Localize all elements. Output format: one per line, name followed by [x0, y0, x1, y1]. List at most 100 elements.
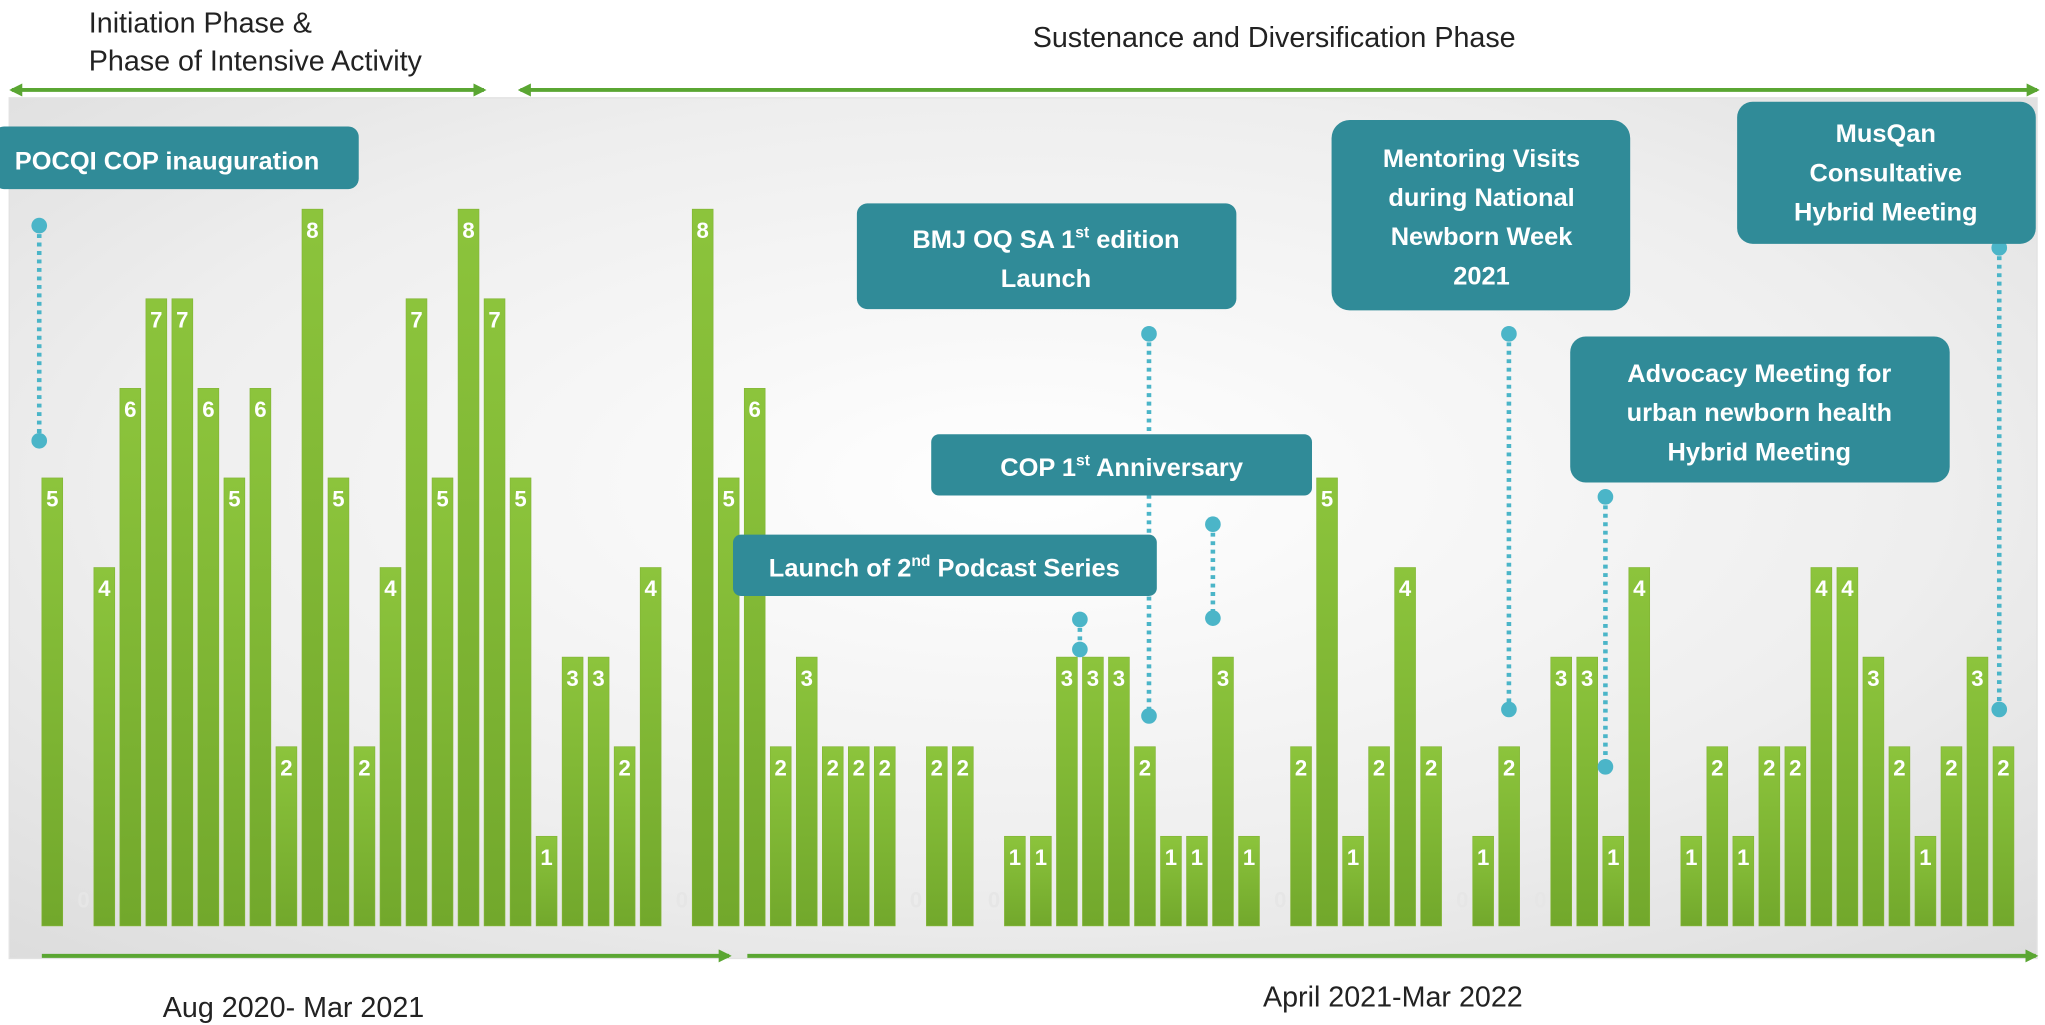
annotation: Advocacy Meeting for urban newborn healt… — [1570, 336, 1950, 775]
bar — [743, 388, 766, 927]
bar — [1992, 746, 2015, 927]
value-label: 2 — [827, 755, 839, 780]
value-label: 6 — [749, 397, 761, 422]
bar — [41, 477, 64, 927]
bar — [1290, 746, 1312, 927]
bar — [1082, 656, 1104, 927]
value-label: 4 — [1841, 576, 1854, 601]
bar — [769, 746, 792, 927]
bar — [509, 477, 532, 927]
bar — [1342, 835, 1364, 927]
value-label: 0 — [77, 888, 89, 913]
value-label: 2 — [957, 755, 969, 780]
value-label: 2 — [1763, 755, 1775, 780]
bar — [1056, 656, 1078, 927]
value-label: 1 — [1035, 845, 1047, 870]
value-label: 1 — [1919, 845, 1931, 870]
value-label: 5 — [723, 487, 735, 512]
annotation-text: Launch of 2nd Podcast Series — [769, 553, 1120, 582]
bar — [1602, 835, 1625, 927]
bar — [1836, 567, 1859, 927]
bar — [171, 298, 194, 927]
value-label: 8 — [306, 218, 318, 243]
bar — [535, 835, 558, 927]
value-label: 4 — [384, 576, 397, 601]
value-label: 2 — [280, 755, 292, 780]
value-label: 1 — [540, 845, 552, 870]
value-label: 3 — [592, 666, 604, 691]
value-label: 3 — [1867, 666, 1879, 691]
bar — [379, 567, 402, 927]
value-label: 0 — [1664, 888, 1676, 913]
value-label: 7 — [150, 307, 162, 332]
annotation: Launch of 2nd Podcast Series — [732, 534, 1157, 658]
value-label: 0 — [1534, 888, 1546, 913]
bar — [1186, 835, 1208, 927]
bar — [1680, 835, 1703, 927]
bar — [874, 746, 896, 927]
bar — [952, 746, 974, 927]
bar — [613, 746, 636, 927]
annotation: MusQan Consultative Hybrid Meeting — [1737, 101, 2036, 718]
value-label: 2 — [1425, 755, 1437, 780]
value-label: 6 — [124, 397, 136, 422]
value-label: 1 — [1607, 845, 1619, 870]
annotation-text: 2021 — [1453, 262, 1510, 290]
value-label: 1 — [1243, 845, 1255, 870]
bar — [483, 298, 506, 927]
value-label: 2 — [1997, 755, 2009, 780]
value-label: 1 — [1009, 845, 1021, 870]
annotation-text: Consultative — [1810, 159, 1962, 187]
bar — [353, 746, 376, 927]
value-label: 2 — [1711, 755, 1723, 780]
value-label: 0 — [910, 888, 922, 913]
annotation-text: POCQI COP inauguration — [15, 148, 319, 176]
annotation-text: Launch — [1001, 265, 1091, 293]
value-label: 3 — [1087, 666, 1099, 691]
value-label: 2 — [931, 755, 943, 780]
bar — [1628, 567, 1651, 927]
value-label: 3 — [1555, 666, 1567, 691]
value-label: 7 — [410, 307, 422, 332]
value-label: 2 — [358, 755, 370, 780]
bar — [457, 208, 480, 927]
value-label: 2 — [1295, 755, 1307, 780]
value-label: 4 — [98, 576, 111, 601]
value-label: 4 — [1399, 576, 1412, 601]
bar — [1108, 656, 1130, 927]
bar — [249, 388, 272, 927]
bar — [431, 477, 454, 927]
bar — [1394, 567, 1416, 927]
bar — [691, 208, 714, 927]
bar — [327, 477, 350, 927]
bar — [405, 298, 428, 927]
bar — [795, 656, 818, 927]
phase-label: Initiation Phase & — [89, 8, 312, 40]
bar — [301, 208, 324, 927]
phase-label: Sustenance and Diversification Phase — [1033, 22, 1516, 54]
value-label: 7 — [176, 307, 188, 332]
bar — [587, 656, 610, 927]
value-label: 1 — [1737, 845, 1749, 870]
period-label: Aug 2020- Mar 2021 — [163, 992, 424, 1024]
value-label: 2 — [775, 755, 787, 780]
value-label: 5 — [1321, 487, 1333, 512]
value-label: 0 — [1274, 888, 1286, 913]
annotation-text: Hybrid Meeting — [1794, 198, 1978, 226]
value-label: 1 — [1347, 845, 1359, 870]
value-label: 4 — [644, 576, 657, 601]
value-label: 3 — [1061, 666, 1073, 691]
value-label: 1 — [1165, 845, 1177, 870]
value-label: 3 — [1113, 666, 1125, 691]
bar — [1888, 746, 1911, 927]
bar — [275, 746, 298, 927]
value-label: 5 — [436, 487, 448, 512]
phase-label: Phase of Intensive Activity — [89, 45, 423, 77]
value-label: 2 — [879, 755, 891, 780]
value-label: 5 — [46, 487, 58, 512]
bar — [1784, 746, 1807, 927]
bar — [821, 746, 844, 927]
bar — [1576, 656, 1598, 927]
